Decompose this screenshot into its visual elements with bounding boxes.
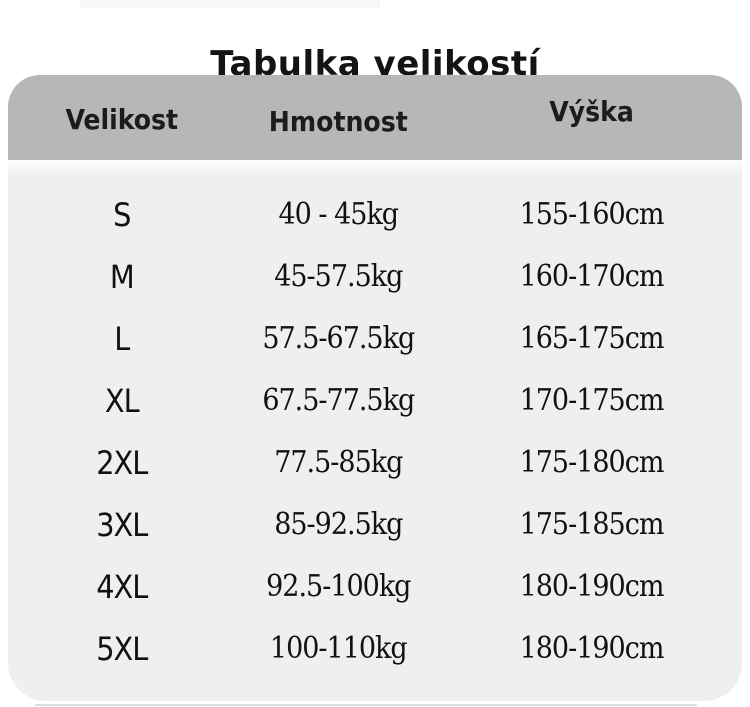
weight-cell: 57.5-67.5kg [262,321,415,356]
height-cell: 175-185cm [519,507,665,542]
bottom-crop-artifact [35,704,697,706]
table-row-l: L 57.5-67.5kg 165-175cm [8,308,742,370]
table-header-row: Velikost Hmotnost Výška [8,75,742,160]
column-header-hmotnost: Hmotnost [268,105,408,138]
weight-cell: 40 - 45kg [278,197,400,232]
table-row-3xl: 3XL 85-92.5kg 175-185cm [8,494,742,556]
height-cell: 180-190cm [519,631,665,666]
weight-cell: 85-92.5kg [274,507,403,542]
weight-cell: 92.5-100kg [266,569,411,604]
weight-cell: 45-57.5kg [274,259,403,294]
size-cell: L [114,320,130,358]
height-cell: 170-175cm [519,383,665,418]
table-body: S 40 - 45kg 155-160cm M 45-57.5kg 160-17… [8,178,742,680]
column-header-velikost: Velikost [65,103,179,136]
weight-cell: 100-110kg [269,631,408,666]
top-crop-artifact [80,0,380,8]
table-row-s: S 40 - 45kg 155-160cm [8,184,742,246]
column-header-vyska: Výška [549,95,634,128]
size-cell: S [113,196,131,234]
table-row-m: M 45-57.5kg 160-170cm [8,246,742,308]
weight-cell: 77.5-85kg [274,445,403,480]
header-highlight [8,160,742,178]
size-cell: 3XL [96,506,148,544]
size-cell: 4XL [96,568,148,606]
height-cell: 180-190cm [519,569,665,604]
table-row-2xl: 2XL 77.5-85kg 175-180cm [8,432,742,494]
size-cell: 5XL [96,630,148,668]
height-cell: 160-170cm [519,259,665,294]
weight-cell: 67.5-77.5kg [262,383,415,418]
height-cell: 155-160cm [519,197,665,232]
height-cell: 165-175cm [519,321,665,356]
size-cell: 2XL [96,444,148,482]
table-row-4xl: 4XL 92.5-100kg 180-190cm [8,556,742,618]
table-row-xl: XL 67.5-77.5kg 170-175cm [8,370,742,432]
size-cell: XL [104,382,140,420]
size-cell: M [109,258,135,296]
height-cell: 175-180cm [519,445,665,480]
table-row-5xl: 5XL 100-110kg 180-190cm [8,618,742,680]
size-table-card: Velikost Hmotnost Výška S 40 - 45kg 155-… [8,75,742,701]
